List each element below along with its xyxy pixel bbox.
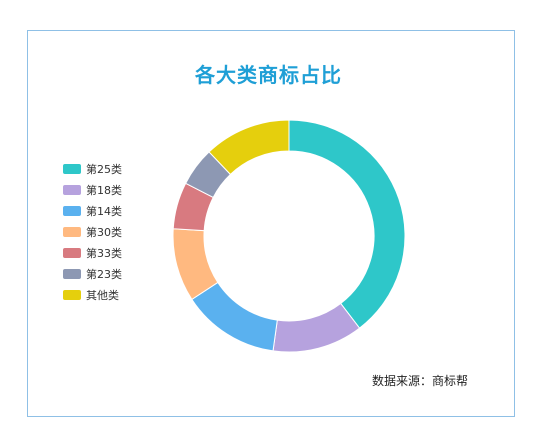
legend-item[interactable]: 第30类 (63, 221, 122, 242)
donut-slice[interactable] (208, 119, 290, 176)
chart-title: 各大类商标占比 (195, 63, 342, 87)
legend-item[interactable]: 第33类 (63, 242, 122, 263)
donut-slice[interactable] (272, 302, 361, 353)
legend-item[interactable]: 第18类 (63, 179, 122, 200)
chart-frame (27, 30, 515, 417)
legend-label: 第18类 (86, 183, 122, 197)
legend-swatch (63, 289, 81, 300)
legend-label: 其他类 (86, 288, 119, 302)
legend-swatch (63, 247, 81, 258)
data-source-note: 数据来源：商标帮 (372, 374, 469, 388)
legend-item[interactable]: 第23类 (63, 263, 122, 284)
legend-item[interactable]: 第25类 (63, 158, 122, 179)
legend-label: 第30类 (86, 225, 122, 239)
legend-item[interactable]: 其他类 (63, 284, 122, 305)
donut-slice[interactable] (191, 281, 278, 352)
legend-swatch (63, 268, 81, 279)
legend-label: 第23类 (86, 267, 122, 281)
legend-item[interactable]: 第14类 (63, 200, 122, 221)
legend-label: 第14类 (86, 204, 122, 218)
legend-swatch (63, 226, 81, 237)
legend-label: 第33类 (86, 246, 122, 260)
legend-swatch (63, 163, 81, 174)
legend-label: 第25类 (86, 162, 122, 176)
legend-swatch (63, 184, 81, 195)
legend: 第25类第18类第14类第30类第33类第23类其他类 (63, 158, 122, 305)
donut-slice[interactable] (288, 119, 406, 329)
legend-swatch (63, 205, 81, 216)
